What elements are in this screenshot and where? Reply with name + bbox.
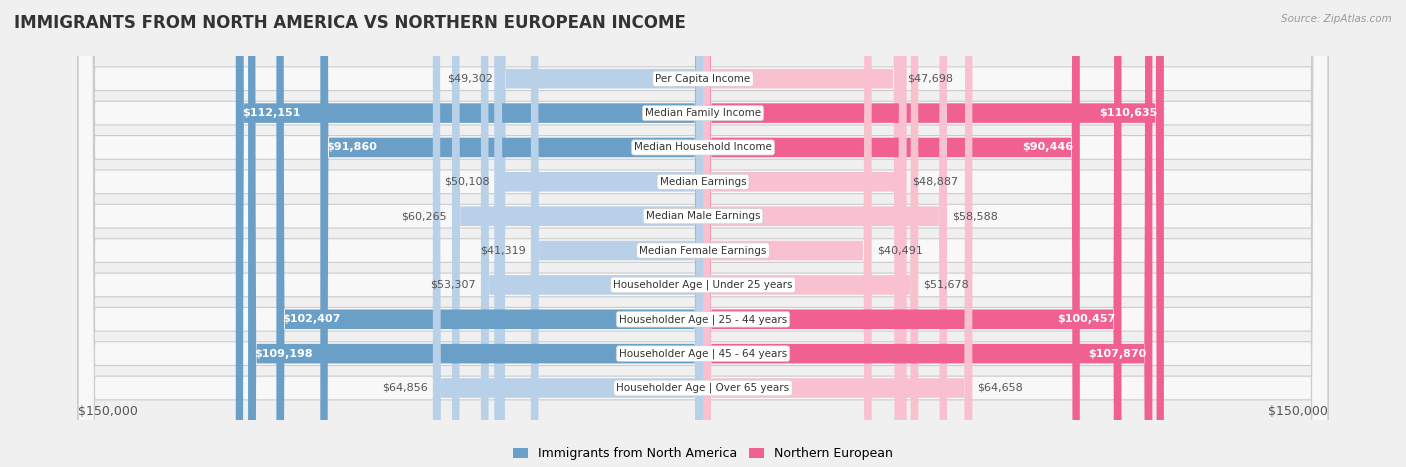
Text: Median Family Income: Median Family Income bbox=[645, 108, 761, 118]
Text: $110,635: $110,635 bbox=[1099, 108, 1157, 118]
FancyBboxPatch shape bbox=[277, 0, 703, 467]
FancyBboxPatch shape bbox=[79, 0, 1327, 467]
Text: $47,698: $47,698 bbox=[907, 74, 953, 84]
Text: Per Capita Income: Per Capita Income bbox=[655, 74, 751, 84]
Legend: Immigrants from North America, Northern European: Immigrants from North America, Northern … bbox=[508, 442, 898, 465]
Text: Median Male Earnings: Median Male Earnings bbox=[645, 211, 761, 221]
Text: $60,265: $60,265 bbox=[401, 211, 447, 221]
Text: $150,000: $150,000 bbox=[79, 404, 138, 417]
Text: Median Female Earnings: Median Female Earnings bbox=[640, 246, 766, 255]
FancyBboxPatch shape bbox=[433, 0, 703, 467]
Text: Householder Age | Under 25 years: Householder Age | Under 25 years bbox=[613, 280, 793, 290]
FancyBboxPatch shape bbox=[79, 0, 1327, 467]
Text: $91,860: $91,860 bbox=[326, 142, 377, 152]
FancyBboxPatch shape bbox=[703, 0, 907, 467]
Text: Householder Age | Over 65 years: Householder Age | Over 65 years bbox=[616, 383, 790, 393]
FancyBboxPatch shape bbox=[703, 0, 901, 467]
Text: $102,407: $102,407 bbox=[283, 314, 342, 324]
Text: $53,307: $53,307 bbox=[430, 280, 475, 290]
FancyBboxPatch shape bbox=[451, 0, 703, 467]
Text: Median Household Income: Median Household Income bbox=[634, 142, 772, 152]
FancyBboxPatch shape bbox=[236, 0, 703, 467]
Text: $112,151: $112,151 bbox=[242, 108, 301, 118]
FancyBboxPatch shape bbox=[79, 0, 1327, 467]
FancyBboxPatch shape bbox=[481, 0, 703, 467]
Text: Median Earnings: Median Earnings bbox=[659, 177, 747, 187]
FancyBboxPatch shape bbox=[79, 0, 1327, 467]
FancyBboxPatch shape bbox=[79, 0, 1327, 467]
FancyBboxPatch shape bbox=[703, 0, 1080, 467]
FancyBboxPatch shape bbox=[703, 0, 1153, 467]
FancyBboxPatch shape bbox=[321, 0, 703, 467]
FancyBboxPatch shape bbox=[495, 0, 703, 467]
Text: $58,588: $58,588 bbox=[952, 211, 998, 221]
Text: Householder Age | 45 - 64 years: Householder Age | 45 - 64 years bbox=[619, 348, 787, 359]
Text: $100,457: $100,457 bbox=[1057, 314, 1115, 324]
FancyBboxPatch shape bbox=[531, 0, 703, 467]
FancyBboxPatch shape bbox=[703, 0, 1164, 467]
Text: $41,319: $41,319 bbox=[479, 246, 526, 255]
FancyBboxPatch shape bbox=[703, 0, 1122, 467]
FancyBboxPatch shape bbox=[703, 0, 973, 467]
FancyBboxPatch shape bbox=[79, 0, 1327, 467]
Text: $107,870: $107,870 bbox=[1088, 349, 1146, 359]
Text: $49,302: $49,302 bbox=[447, 74, 492, 84]
Text: $64,856: $64,856 bbox=[382, 383, 427, 393]
Text: Source: ZipAtlas.com: Source: ZipAtlas.com bbox=[1281, 14, 1392, 24]
Text: $109,198: $109,198 bbox=[254, 349, 314, 359]
FancyBboxPatch shape bbox=[703, 0, 872, 467]
Text: $64,658: $64,658 bbox=[977, 383, 1024, 393]
Text: $90,446: $90,446 bbox=[1022, 142, 1074, 152]
Text: $51,678: $51,678 bbox=[924, 280, 969, 290]
Text: IMMIGRANTS FROM NORTH AMERICA VS NORTHERN EUROPEAN INCOME: IMMIGRANTS FROM NORTH AMERICA VS NORTHER… bbox=[14, 14, 686, 32]
Text: $50,108: $50,108 bbox=[444, 177, 489, 187]
FancyBboxPatch shape bbox=[79, 0, 1327, 467]
FancyBboxPatch shape bbox=[703, 0, 918, 467]
FancyBboxPatch shape bbox=[79, 0, 1327, 467]
FancyBboxPatch shape bbox=[79, 0, 1327, 467]
Text: $48,887: $48,887 bbox=[911, 177, 957, 187]
FancyBboxPatch shape bbox=[247, 0, 703, 467]
Text: $150,000: $150,000 bbox=[1268, 404, 1327, 417]
FancyBboxPatch shape bbox=[498, 0, 703, 467]
FancyBboxPatch shape bbox=[703, 0, 948, 467]
Text: $40,491: $40,491 bbox=[877, 246, 922, 255]
FancyBboxPatch shape bbox=[79, 0, 1327, 467]
Text: Householder Age | 25 - 44 years: Householder Age | 25 - 44 years bbox=[619, 314, 787, 325]
